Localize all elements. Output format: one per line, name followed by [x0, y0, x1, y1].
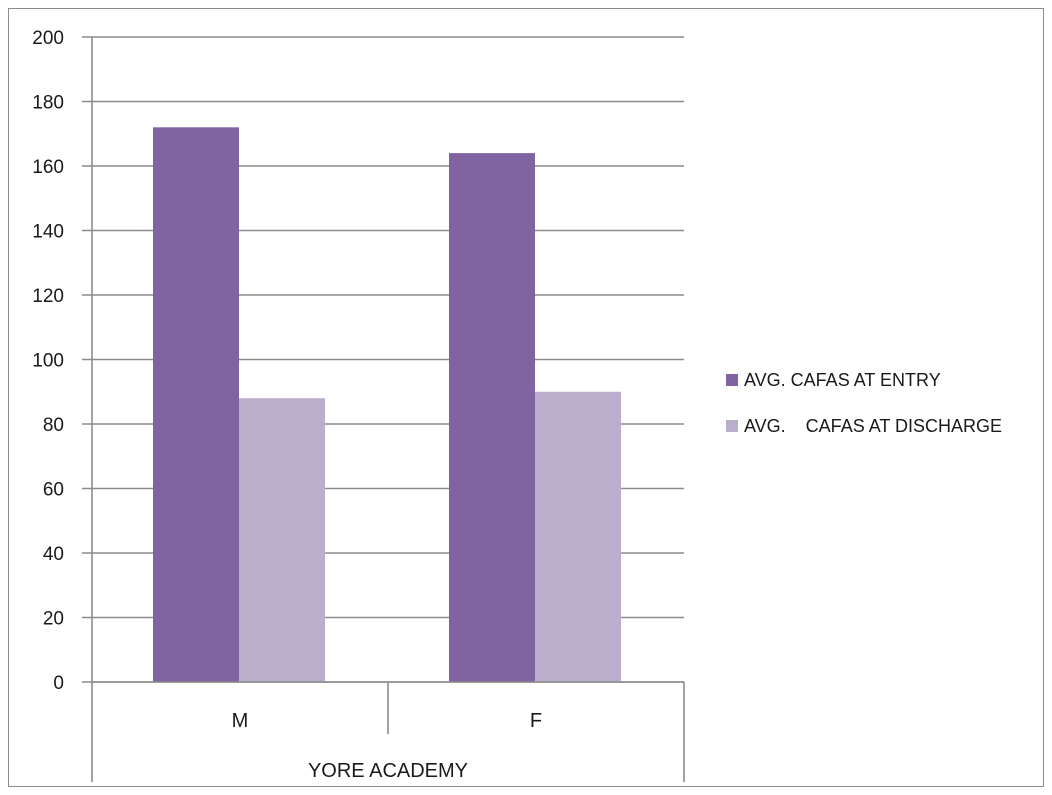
- x-axis: M F YORE ACADEMY: [91, 37, 685, 782]
- y-tick-label: 0: [53, 673, 64, 694]
- x-category-label: F: [530, 710, 542, 732]
- legend-label: AVG. CAFAS AT DISCHARGE: [744, 416, 1002, 436]
- bar-m-series-1: [153, 127, 239, 683]
- y-tick-label: 60: [43, 480, 64, 501]
- y-tick-label: 80: [43, 415, 64, 436]
- legend: AVG. CAFAS AT ENTRY AVG. CAFAS AT DISCHAR…: [726, 370, 1002, 436]
- y-tick-label: 120: [32, 286, 64, 307]
- legend-label: AVG. CAFAS AT ENTRY: [744, 370, 941, 390]
- bars: [153, 127, 621, 683]
- y-tick-label: 100: [32, 351, 64, 372]
- y-tick-label: 140: [32, 222, 64, 243]
- y-tick-label: 40: [43, 544, 64, 565]
- bar-m-series-2: [239, 398, 325, 682]
- y-tick-label: 180: [32, 93, 64, 114]
- y-axis-ticks: 0 20 40 60 80 100 120 140 160 180 200: [32, 28, 64, 694]
- bar-f-series-2: [535, 391, 621, 682]
- y-tick-label: 20: [43, 609, 64, 630]
- y-tick-label: 200: [32, 28, 64, 49]
- bar-f-series-1: [449, 153, 535, 683]
- legend-swatch: [726, 420, 738, 432]
- x-group-label: YORE ACADEMY: [308, 760, 468, 782]
- legend-swatch: [726, 374, 738, 386]
- x-category-label: M: [232, 710, 249, 732]
- y-tick-label: 160: [32, 157, 64, 178]
